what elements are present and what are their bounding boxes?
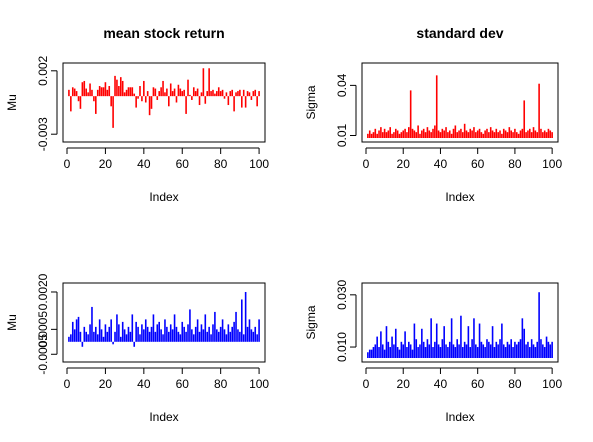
x-tick-label: 0 — [363, 377, 370, 391]
chart-panel-2: standard dev 0 20 40 60 80 100 Index 0.01 0.04 Sig… — [304, 25, 562, 204]
x-tick-label: 0 — [64, 377, 71, 391]
y-tick-label: -0.0005 — [36, 334, 50, 375]
x-tick-label: 40 — [434, 157, 448, 171]
y-tick-label: 0.0020 — [36, 273, 50, 310]
x-axis: 0 20 40 60 80 100 — [64, 367, 269, 391]
x-tick-label: 100 — [249, 157, 269, 171]
y-tick-label: 0.04 — [335, 73, 349, 97]
x-axis-label: Index — [445, 190, 474, 204]
x-axis: 0 20 40 60 80 100 — [363, 367, 562, 391]
chart-title: mean stock return — [103, 25, 224, 41]
x-tick-label: 80 — [508, 157, 522, 171]
chart-panel-4: 0 20 40 60 80 100 Index 0.010 0.030 Sigma — [304, 279, 562, 424]
y-tick-label: 0.002 — [36, 55, 50, 85]
x-tick-label: 40 — [434, 377, 448, 391]
plot-frame — [361, 62, 559, 143]
bar-series — [367, 292, 553, 358]
x-tick-label: 20 — [99, 157, 113, 171]
x-tick-label: 20 — [99, 377, 113, 391]
x-tick-label: 40 — [137, 157, 151, 171]
plot-frame — [62, 282, 266, 363]
bar-series — [68, 291, 260, 347]
chart-panel-1: mean stock return 0 20 40 60 80 100 Index -0.003… — [5, 25, 269, 204]
x-axis-label: Index — [149, 410, 178, 424]
x-tick-label: 80 — [214, 377, 228, 391]
plot-frame — [361, 282, 559, 363]
y-axis-label: Sigma — [304, 85, 318, 119]
x-tick-label: 0 — [64, 157, 71, 171]
x-tick-label: 0 — [363, 157, 370, 171]
x-tick-label: 100 — [249, 377, 269, 391]
y-axis-label: Sigma — [304, 305, 318, 339]
x-tick-label: 60 — [176, 157, 190, 171]
x-tick-label: 100 — [542, 157, 562, 171]
y-axis: 0.010 0.030 — [335, 279, 357, 362]
x-tick-label: 20 — [397, 157, 411, 171]
x-tick-label: 60 — [176, 377, 190, 391]
y-tick-label: 0.01 — [335, 123, 349, 147]
x-axis-label: Index — [149, 190, 178, 204]
x-tick-label: 80 — [508, 377, 522, 391]
x-tick-label: 80 — [214, 157, 228, 171]
x-axis: 0 20 40 60 80 100 — [64, 147, 269, 171]
x-tick-label: 100 — [542, 377, 562, 391]
y-tick-label: -0.003 — [36, 117, 50, 151]
bar-series — [68, 68, 260, 128]
y-axis-label: Mu — [5, 94, 19, 111]
x-tick-label: 60 — [471, 157, 485, 171]
x-axis-label: Index — [445, 410, 474, 424]
y-tick-label: 0.030 — [335, 279, 349, 309]
x-axis: 0 20 40 60 80 100 — [363, 147, 562, 171]
plot-frame — [62, 62, 266, 143]
x-tick-label: 60 — [471, 377, 485, 391]
x-tick-label: 20 — [397, 377, 411, 391]
y-axis: -0.003 0.002 — [36, 55, 58, 151]
y-axis-label: Mu — [5, 314, 19, 331]
x-tick-label: 40 — [137, 377, 151, 391]
chart-title: standard dev — [416, 25, 503, 41]
y-axis: 0.01 0.04 — [335, 73, 357, 147]
y-tick-label: 0.010 — [335, 332, 349, 362]
y-tick-label: 0.0005 — [36, 311, 50, 348]
bar-series — [367, 75, 553, 138]
